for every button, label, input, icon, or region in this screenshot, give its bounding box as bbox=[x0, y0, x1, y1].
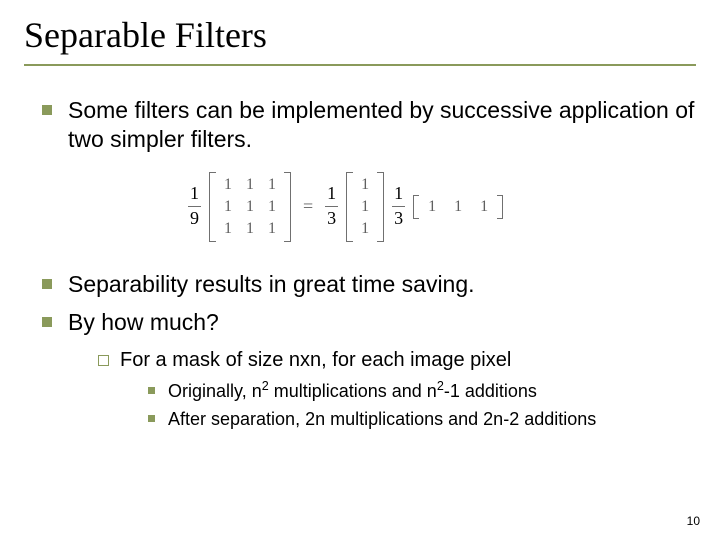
fraction-numerator: 1 bbox=[325, 184, 338, 204]
matrix-cell: 1 bbox=[261, 218, 283, 240]
title-underline bbox=[24, 64, 696, 66]
matrix-cell: 1 bbox=[217, 196, 239, 218]
matrix-cell: 1 bbox=[447, 198, 469, 215]
sub2-bullet-list: Originally, n2 multiplications and n2-1 … bbox=[120, 379, 696, 432]
superscript: 2 bbox=[262, 379, 269, 393]
slide-title: Separable Filters bbox=[24, 14, 696, 62]
equation-row: 1 9 1 1 1 1 1 bbox=[188, 172, 696, 242]
sub-bullet-list: For a mask of size nxn, for each image p… bbox=[68, 347, 696, 432]
matrix-cell: 1 bbox=[261, 174, 283, 196]
column-vector: 1 1 1 bbox=[346, 172, 384, 242]
fraction: 1 3 bbox=[392, 184, 405, 229]
matrix-cell: 1 bbox=[354, 196, 376, 218]
superscript: 2 bbox=[437, 379, 444, 393]
fraction-denominator: 3 bbox=[392, 209, 405, 229]
equals-sign: = bbox=[299, 195, 317, 218]
matrix-cell: 1 bbox=[261, 196, 283, 218]
matrix-cell: 1 bbox=[239, 174, 261, 196]
text-fragment: multiplications and n bbox=[269, 381, 437, 401]
text-fragment: Originally, n bbox=[168, 381, 262, 401]
equation: 1 9 1 1 1 1 1 bbox=[188, 172, 696, 242]
text-fragment: -1 additions bbox=[444, 381, 537, 401]
sub2-bullet-item: After separation, 2n multiplications and… bbox=[148, 407, 696, 431]
fraction-denominator: 3 bbox=[325, 209, 338, 229]
matrix-cell: 1 bbox=[354, 218, 376, 240]
fraction-bar bbox=[325, 206, 338, 207]
matrix-cell: 1 bbox=[217, 174, 239, 196]
bullet-item: By how much? For a mask of size nxn, for… bbox=[42, 308, 696, 431]
matrix-cell: 1 bbox=[239, 218, 261, 240]
fraction-numerator: 1 bbox=[188, 184, 201, 204]
sub2-bullet-text: After separation, 2n multiplications and… bbox=[168, 409, 596, 429]
fraction: 1 3 bbox=[325, 184, 338, 229]
fraction-denominator: 9 bbox=[188, 209, 201, 229]
bullet-text: By how much? bbox=[68, 309, 219, 335]
fraction-bar bbox=[188, 206, 201, 207]
bullet-item: Some filters can be implemented by succe… bbox=[42, 96, 696, 242]
matrix-cell: 1 bbox=[217, 218, 239, 240]
bullet-text: Separability results in great time savin… bbox=[68, 271, 475, 297]
fraction: 1 9 bbox=[188, 184, 201, 229]
bullet-list: Some filters can be implemented by succe… bbox=[24, 96, 696, 432]
bullet-text: Some filters can be implemented by succe… bbox=[68, 97, 694, 152]
sub-bullet-text: For a mask of size nxn, for each image p… bbox=[120, 349, 511, 371]
matrix-3x3: 1 1 1 1 1 1 1 1 bbox=[209, 172, 291, 242]
matrix-cell: 1 bbox=[421, 198, 443, 215]
matrix-cell: 1 bbox=[239, 196, 261, 218]
slide: Separable Filters Some filters can be im… bbox=[0, 0, 720, 540]
matrix-cell: 1 bbox=[473, 198, 495, 215]
fraction-numerator: 1 bbox=[392, 184, 405, 204]
matrix-cell: 1 bbox=[354, 174, 376, 196]
row-vector: 1 1 1 bbox=[413, 195, 503, 219]
fraction-bar bbox=[392, 206, 405, 207]
sub-bullet-item: For a mask of size nxn, for each image p… bbox=[98, 347, 696, 432]
sub2-bullet-item: Originally, n2 multiplications and n2-1 … bbox=[148, 379, 696, 403]
bullet-item: Separability results in great time savin… bbox=[42, 270, 696, 299]
page-number: 10 bbox=[687, 514, 700, 528]
